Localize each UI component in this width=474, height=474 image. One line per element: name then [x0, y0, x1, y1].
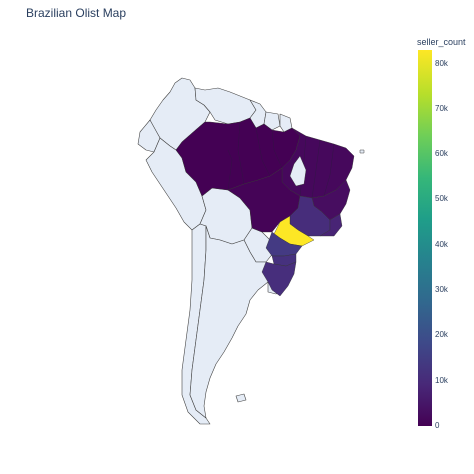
- region-rio-grande-do-sul[interactable]: [261, 261, 297, 297]
- country-argentina: [189, 225, 273, 419]
- brazil-states: [175, 117, 355, 297]
- colorbar-tick-70k: 70k: [435, 103, 448, 113]
- colorbar-tick-10k: 10k: [435, 375, 448, 385]
- colorbar-tick-80k: 80k: [435, 58, 448, 68]
- colorbar-tick-50k: 50k: [435, 194, 448, 204]
- colorbar-tick-0: 0: [435, 421, 440, 430]
- colorbar-tick-60k: 60k: [435, 149, 448, 159]
- map-title: Brazilian Olist Map: [26, 6, 127, 20]
- colorbar-tick-30k: 30k: [435, 285, 448, 295]
- island-fernando: [359, 149, 365, 154]
- south-america-base: [137, 77, 293, 425]
- region-hole: [289, 155, 307, 187]
- country-suriname: [263, 111, 281, 131]
- colorbar-tick-20k: 20k: [435, 330, 448, 340]
- colorbar-title: seller_count: [417, 37, 466, 47]
- region-rio-de-janeiro[interactable]: [319, 213, 343, 237]
- colorbar-gradient: [418, 50, 432, 426]
- state-borders: [227, 121, 335, 199]
- colorbar-tick-40k: 40k: [435, 239, 448, 249]
- falkland-islands: [235, 393, 247, 403]
